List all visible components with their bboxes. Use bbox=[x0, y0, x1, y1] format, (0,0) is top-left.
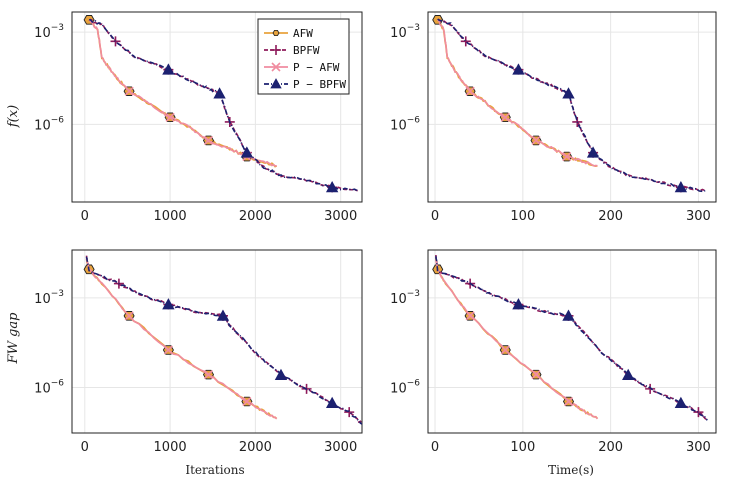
bottom-right-marker-bpfw-12 bbox=[693, 407, 704, 418]
y-axis-label-fw-gap-text: FW gap bbox=[6, 312, 21, 365]
bottom-left-y-tick-1: 10−6 bbox=[34, 378, 64, 396]
bottom-left-x-tick-0: 0 bbox=[81, 440, 89, 455]
top-left-x-tick-2000: 2000 bbox=[239, 209, 272, 224]
bottom-left-marker-p-afw-3 bbox=[124, 311, 134, 321]
top-right-marker-p-afw-10 bbox=[531, 135, 541, 146]
bottom-right-plot-frame bbox=[427, 249, 717, 434]
top-right-marker-p-bpfw-4 bbox=[512, 63, 525, 75]
y-axis-label-fw-gap: FW gap bbox=[6, 312, 21, 365]
top-left-marker-p-bpfw-13 bbox=[325, 180, 339, 193]
x-axis-label-time: Time(s) bbox=[548, 463, 594, 477]
top-left-x-tick-0: 0 bbox=[81, 209, 89, 224]
y-axis-label-objective-text: f(x) bbox=[6, 105, 21, 128]
bottom-left-marker-p-afw-5 bbox=[203, 370, 214, 380]
panel-bottom-right-fw-gap-vs-time: 0 100 200 300 10−3 10−6 bbox=[390, 249, 717, 455]
top-right-marker-p-bpfw-7 bbox=[562, 87, 575, 99]
top-left-x-tick-1000: 1000 bbox=[154, 209, 187, 224]
y-axis-label-objective: f(x) bbox=[6, 105, 21, 128]
bottom-left-marker-bpfw-12 bbox=[344, 407, 355, 418]
top-left-marker-p-afw-10 bbox=[203, 135, 214, 146]
panel-top-left-objective-vs-iterations: 0 1000 2000 3000 10−3 10−6 bbox=[34, 11, 363, 224]
legend-marker-p-bpfw bbox=[270, 78, 282, 89]
bottom-left-y-tick-0: 10−3 bbox=[34, 289, 64, 307]
top-left-marker-bpfw-2 bbox=[110, 36, 121, 47]
bottom-right-x-tick-0: 0 bbox=[431, 440, 439, 455]
top-left-plot-frame bbox=[71, 11, 363, 203]
top-right-marker-bpfw-2 bbox=[460, 36, 471, 47]
top-right-marker-p-afw-12 bbox=[562, 151, 572, 162]
top-left-y-tick-0: 10−3 bbox=[34, 23, 64, 41]
bottom-left-series-p-bpfw bbox=[85, 256, 362, 425]
legend-marker-bpfw bbox=[271, 45, 281, 55]
bottom-right-marker-bpfw-10 bbox=[645, 383, 656, 394]
bottom-right-marker-p-afw-5 bbox=[531, 370, 541, 380]
bottom-right-marker-p-bpfw-9 bbox=[622, 368, 635, 381]
top-right-y-tick-0: 10−3 bbox=[390, 23, 420, 41]
top-right-series-bpfw bbox=[437, 19, 706, 192]
panel-top-right-objective-vs-time: 0 100 200 300 10−3 10−6 bbox=[390, 11, 717, 224]
top-right-marker-p-afw-5 bbox=[465, 86, 475, 96]
bottom-left-marker-p-bpfw-9 bbox=[274, 368, 288, 381]
top-right-y-tick-1: 10−6 bbox=[390, 115, 420, 133]
top-left-marker-p-bpfw-7 bbox=[213, 87, 226, 99]
bottom-right-marker-p-afw-6 bbox=[563, 396, 574, 407]
legend-label-p-bpfw: P − BPFW bbox=[293, 78, 346, 91]
bottom-right-y-tick-0: 10−3 bbox=[390, 289, 420, 307]
legend-marker-p-afw bbox=[271, 62, 281, 72]
top-right-x-tick-300: 300 bbox=[686, 209, 711, 224]
bottom-right-marker-p-afw-3 bbox=[465, 311, 475, 321]
top-right-x-tick-0: 0 bbox=[431, 209, 439, 224]
legend-entry-p-afw: P − AFW bbox=[264, 61, 340, 74]
legend-entry-afw: AFW bbox=[264, 27, 313, 40]
bottom-left-marker-p-afw-4 bbox=[163, 345, 173, 355]
top-right-x-tick-200: 200 bbox=[598, 209, 623, 224]
bottom-right-x-tick-100: 100 bbox=[510, 440, 535, 455]
bottom-left-x-tick-2000: 2000 bbox=[239, 440, 272, 455]
bottom-left-marker-p-bpfw-4 bbox=[162, 298, 175, 310]
top-left-series-p-afw bbox=[88, 19, 277, 167]
bottom-right-x-tick-300: 300 bbox=[686, 440, 711, 455]
top-right-marker-p-bpfw-9 bbox=[586, 146, 600, 158]
bottom-left-x-tick-1000: 1000 bbox=[154, 440, 187, 455]
top-right-x-tick-100: 100 bbox=[510, 209, 535, 224]
bottom-right-series-p-bpfw bbox=[435, 256, 708, 421]
legend-box bbox=[257, 18, 350, 95]
legend-label-afw: AFW bbox=[293, 27, 313, 40]
top-right-series-p-afw bbox=[436, 19, 598, 167]
top-left-marker-p-bpfw-9 bbox=[240, 146, 254, 158]
bottom-left-x-tick-3000: 3000 bbox=[324, 440, 357, 455]
top-right-marker-p-bpfw-13 bbox=[674, 180, 688, 193]
top-left-x-tick-3000: 3000 bbox=[324, 209, 357, 224]
bottom-left-marker-p-afw-6 bbox=[242, 396, 252, 407]
bottom-left-marker-p-bpfw-11 bbox=[325, 396, 339, 409]
top-left-marker-p-afw-5 bbox=[124, 86, 134, 96]
bottom-right-x-tick-200: 200 bbox=[598, 440, 623, 455]
legend-label-bpfw: BPFW bbox=[293, 44, 320, 57]
bottom-left-marker-p-bpfw-6 bbox=[216, 309, 230, 321]
legend-entry-p-bpfw: P − BPFW bbox=[264, 78, 346, 91]
top-left-y-tick-1: 10−6 bbox=[34, 115, 64, 133]
legend-entry-bpfw: BPFW bbox=[264, 44, 320, 57]
top-left-marker-p-bpfw-4 bbox=[162, 63, 175, 75]
bottom-right-marker-p-bpfw-4 bbox=[512, 298, 525, 310]
legend-label-p-afw: P − AFW bbox=[293, 61, 340, 74]
bottom-right-marker-p-bpfw-11 bbox=[674, 396, 688, 409]
bottom-right-marker-p-bpfw-6 bbox=[562, 309, 575, 321]
bottom-right-y-tick-1: 10−6 bbox=[390, 378, 420, 396]
top-right-plot-frame bbox=[427, 11, 717, 203]
top-left-marker-p-afw-8 bbox=[165, 112, 175, 122]
bottom-right-marker-p-afw-4 bbox=[500, 345, 510, 355]
panel-bottom-left-fw-gap-vs-iterations: 0 1000 2000 3000 10−3 10−6 bbox=[34, 249, 363, 455]
x-axis-label-iterations: Iterations bbox=[185, 463, 244, 477]
top-right-series-p-bpfw bbox=[437, 18, 706, 193]
legend-marker-afw bbox=[272, 29, 280, 36]
bottom-left-plot-frame bbox=[71, 249, 363, 434]
legend: AFW BPFW P − AFW P − BPFW bbox=[257, 18, 350, 95]
top-right-marker-p-afw-8 bbox=[500, 112, 510, 122]
